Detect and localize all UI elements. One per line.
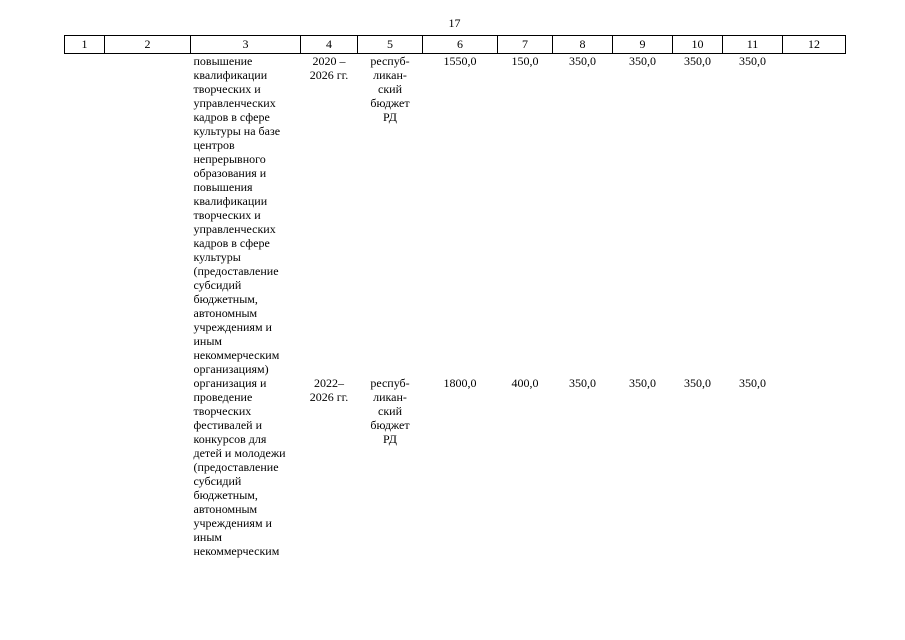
cell-blank: [105, 54, 191, 377]
cell-blank: [65, 376, 105, 558]
cell-activity: повышение квалификации творческих и упра…: [193, 54, 281, 376]
cell-amount: 350,0: [684, 54, 711, 68]
cell-amount-total: 1550,0: [443, 54, 477, 68]
header-cell-6: 6: [422, 35, 498, 54]
cell-budget-source: респуб- ликан- ский бюджет РД: [370, 376, 410, 446]
header-cell-3: 3: [190, 35, 301, 54]
cell-amount: 350,0: [629, 54, 656, 68]
cell-amount: 350,0: [569, 54, 596, 68]
cell-blank: [783, 54, 846, 377]
cell-amount: 350,0: [684, 376, 711, 390]
header-cell-9: 9: [612, 35, 673, 54]
cell-amount-total: 1800,0: [443, 376, 477, 390]
cell-amount: 350,0: [739, 54, 766, 68]
program-budget-table: 1 2 3 4 5 6 7 8 9 10 11 12 повышение ква…: [64, 35, 846, 558]
header-cell-11: 11: [722, 35, 783, 54]
table-row: повышение квалификации творческих и упра…: [65, 54, 846, 377]
cell-activity: организация и проведение творческих фест…: [193, 376, 286, 558]
header-cell-2: 2: [104, 35, 191, 54]
cell-blank: [105, 376, 191, 558]
header-cell-4: 4: [300, 35, 358, 54]
cell-blank: [783, 376, 846, 558]
cell-budget-source: респуб- ликан- ский бюджет РД: [370, 54, 410, 124]
header-cell-12: 12: [782, 35, 846, 54]
cell-amount: 150,0: [511, 54, 539, 68]
page-number: 17: [448, 16, 461, 30]
header-cell-1: 1: [64, 35, 105, 54]
cell-amount: 350,0: [569, 376, 596, 390]
cell-amount: 350,0: [629, 376, 656, 390]
header-cell-5: 5: [357, 35, 423, 54]
header-cell-7: 7: [497, 35, 553, 54]
cell-amount: 350,0: [739, 376, 766, 390]
table-row: организация и проведение творческих фест…: [65, 376, 846, 558]
table-header-row: 1 2 3 4 5 6 7 8 9 10 11 12: [64, 35, 846, 54]
header-cell-10: 10: [672, 35, 723, 54]
header-cell-8: 8: [552, 35, 613, 54]
cell-amount: 400,0: [511, 376, 539, 390]
cell-blank: [65, 54, 105, 377]
cell-period: 2022– 2026 гг.: [309, 376, 349, 404]
cell-period: 2020 – 2026 гг.: [309, 54, 349, 82]
